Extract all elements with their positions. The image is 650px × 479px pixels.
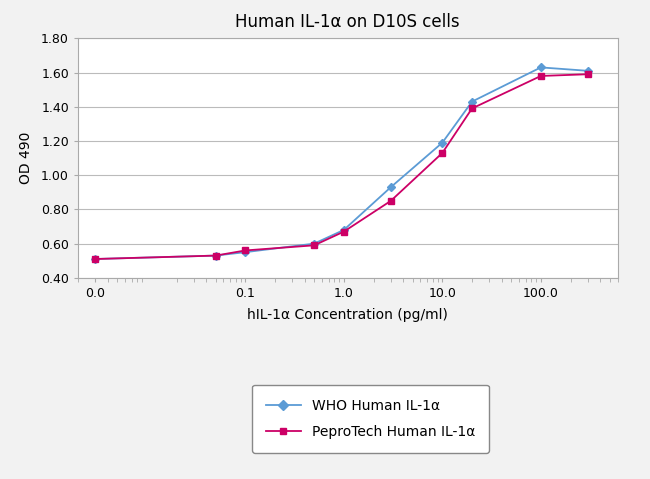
PeproTech Human IL-1α [310, 242, 318, 248]
WHO Human IL-1α [241, 249, 249, 255]
WHO Human IL-1α [387, 184, 395, 190]
PeproTech Human IL-1α [340, 229, 348, 235]
PeproTech Human IL-1α [468, 105, 476, 111]
Line: WHO Human IL-1α: WHO Human IL-1α [92, 65, 591, 262]
Y-axis label: OD 490: OD 490 [19, 132, 32, 184]
PeproTech Human IL-1α [241, 248, 249, 253]
Title: Human IL-1α on D10S cells: Human IL-1α on D10S cells [235, 13, 460, 31]
PeproTech Human IL-1α [387, 198, 395, 204]
WHO Human IL-1α [212, 253, 220, 259]
WHO Human IL-1α [310, 241, 318, 247]
WHO Human IL-1α [468, 99, 476, 104]
WHO Human IL-1α [537, 65, 545, 70]
PeproTech Human IL-1α [92, 256, 99, 262]
PeproTech Human IL-1α [439, 150, 447, 156]
WHO Human IL-1α [92, 256, 99, 262]
X-axis label: hIL-1α Concentration (pg/ml): hIL-1α Concentration (pg/ml) [247, 308, 448, 322]
PeproTech Human IL-1α [584, 71, 592, 77]
PeproTech Human IL-1α [537, 73, 545, 79]
Legend: WHO Human IL-1α, PeproTech Human IL-1α: WHO Human IL-1α, PeproTech Human IL-1α [252, 385, 489, 453]
WHO Human IL-1α [439, 140, 447, 146]
Line: PeproTech Human IL-1α: PeproTech Human IL-1α [92, 71, 591, 262]
PeproTech Human IL-1α [212, 253, 220, 259]
WHO Human IL-1α [340, 227, 348, 233]
WHO Human IL-1α [584, 68, 592, 74]
